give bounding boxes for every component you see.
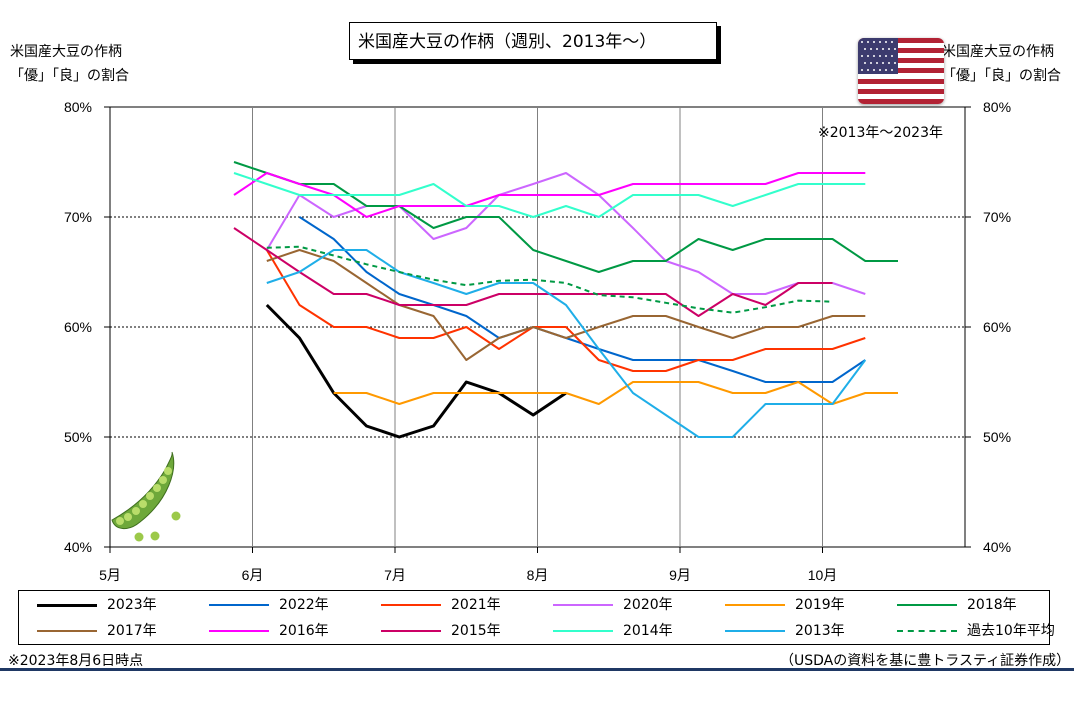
flag-star [891, 55, 893, 57]
legend-swatch [37, 604, 97, 607]
left-axis-title-line2: 「優」「良」の割合 [10, 68, 129, 84]
legend-swatch [209, 630, 269, 632]
y-tick-label-left: 40% [64, 539, 92, 555]
y-tick-label-left: 60% [64, 319, 92, 335]
y-tick-label-left: 50% [64, 429, 92, 445]
source-note: （USDAの資料を基に豊トラスティ証券作成） [780, 653, 1071, 669]
legend-swatch [725, 630, 785, 632]
flag-star [879, 55, 881, 57]
flag-star [861, 69, 863, 71]
us-flag-icon [858, 38, 944, 104]
legend-swatch [381, 630, 441, 632]
flag-star [870, 62, 872, 64]
flag-star [861, 41, 863, 43]
legend-label: 2013年 [795, 623, 845, 639]
line-chart: 40% 40% 50% 50% 60% 60% 70% 70% 80% 80% 5月 6月 7月 8月 9月… [64, 99, 1011, 583]
flag-star [876, 62, 878, 64]
right-axis-title-line2: 「優」「良」の割合 [942, 68, 1061, 84]
flag-star [870, 48, 872, 50]
date-note: ※2023年8月6日時点 [8, 653, 144, 669]
flag-star [885, 69, 887, 71]
x-tick-label: 8月 [527, 567, 549, 583]
right-axis-title-line1: 米国産大豆の作柄 [942, 44, 1054, 60]
flag-star [879, 41, 881, 43]
series-line-2014年 [233, 172, 866, 218]
flag-star [873, 41, 875, 43]
legend: 2023年 2022年 2021年 2020年 2019年 2018年 2017年 2016年… [18, 590, 1055, 645]
legend-label: 2017年 [107, 623, 157, 639]
flag-star [888, 48, 890, 50]
chart-title: 米国産大豆の作柄（週別、2013年～） [349, 22, 717, 60]
series-line-2021年 [265, 249, 866, 372]
axes [104, 106, 971, 553]
flag-star [864, 48, 866, 50]
right-axis-title: 米国産大豆の作柄 「優」「良」の割合 [942, 40, 1061, 88]
flag-star [894, 62, 896, 64]
series-line-2017年 [266, 249, 866, 361]
y-tick-label-right: 50% [983, 429, 1011, 445]
legend-label: 2020年 [623, 597, 673, 613]
legend-swatch [37, 630, 97, 632]
legend-label: 2014年 [623, 623, 673, 639]
x-tick-label: 7月 [384, 567, 406, 583]
legend-label: 2019年 [795, 597, 845, 613]
legend-label: 2022年 [279, 597, 329, 613]
flag-star [873, 55, 875, 57]
y-tick-label-right: 70% [983, 209, 1011, 225]
flag-star [894, 48, 896, 50]
legend-swatch [725, 604, 785, 606]
legend-label: 2021年 [451, 597, 501, 613]
flag-star [879, 69, 881, 71]
grid-lines [110, 107, 965, 547]
flag-star [867, 69, 869, 71]
series-line-2013年 [266, 249, 867, 438]
legend-swatch [209, 604, 269, 606]
flag-star [882, 48, 884, 50]
flag-star [864, 62, 866, 64]
flag-star [876, 48, 878, 50]
flag-star [885, 41, 887, 43]
series-line-2023年 [265, 303, 567, 439]
x-tick-label: 6月 [242, 567, 264, 583]
left-axis-title: 米国産大豆の作柄 「優」「良」の割合 [10, 40, 129, 88]
y-tick-label-right: 60% [983, 319, 1011, 335]
x-tick-label: 9月 [669, 567, 691, 583]
legend-label: 2016年 [279, 623, 329, 639]
series-line-過去10年平均 [266, 245, 833, 314]
series-lines [233, 161, 898, 439]
edamame-icon [111, 451, 181, 542]
flag-star [867, 41, 869, 43]
legend-swatch [897, 604, 957, 606]
series-line-2015年 [233, 227, 833, 317]
x-tick-label: 10月 [808, 567, 838, 583]
legend-swatch [553, 604, 613, 606]
series-line-2019年 [333, 381, 898, 405]
legend-label: 2015年 [451, 623, 501, 639]
flag-star [861, 55, 863, 57]
tick-labels: 40% 40% 50% 50% 60% 60% 70% 70% 80% 80% 5月 6月 7月 8月 9月… [64, 99, 1011, 583]
legend-label: 2023年 [107, 597, 157, 613]
y-tick-label-left: 80% [64, 99, 92, 115]
flag-star [891, 41, 893, 43]
flag-star [891, 69, 893, 71]
range-note: ※2013年～2023年 [818, 125, 943, 141]
y-tick-label-left: 70% [64, 209, 92, 225]
flag-star [867, 55, 869, 57]
flag-star [882, 62, 884, 64]
flag-star [885, 55, 887, 57]
y-tick-label-right: 80% [983, 99, 1011, 115]
legend-swatch [553, 630, 613, 632]
legend-swatch [897, 630, 957, 632]
x-tick-label: 5月 [99, 567, 121, 583]
series-line-2018年 [233, 161, 898, 273]
left-axis-title-line1: 米国産大豆の作柄 [10, 44, 122, 60]
flag-star [873, 69, 875, 71]
flag-star [888, 62, 890, 64]
footer-divider [0, 668, 1074, 671]
legend-label: 過去10年平均 [967, 623, 1055, 639]
y-tick-label-right: 40% [983, 539, 1011, 555]
series-line-2016年 [233, 172, 866, 218]
legend-label: 2018年 [967, 597, 1017, 613]
legend-swatch [381, 604, 441, 606]
